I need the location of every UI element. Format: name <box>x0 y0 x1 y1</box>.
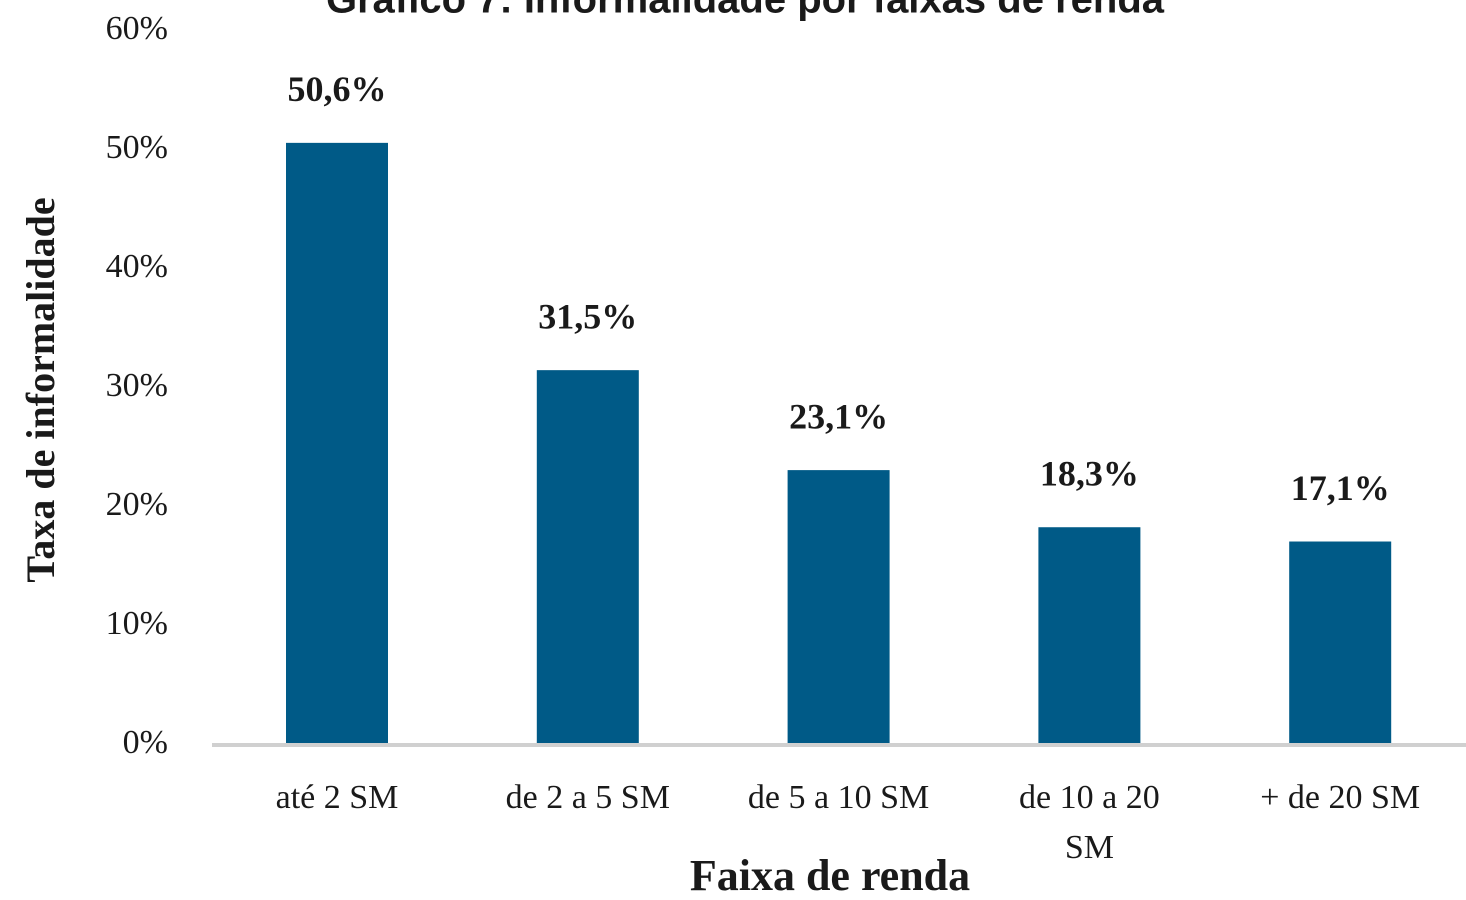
x-tick-label: + de 20 SM <box>1260 779 1420 816</box>
y-tick-label: 40% <box>106 248 168 285</box>
value-label: 23,1% <box>789 396 888 436</box>
bar <box>787 470 890 745</box>
bar <box>536 370 639 745</box>
y-axis-title: Taxa de informalidade <box>18 197 63 582</box>
y-tick-label: 0% <box>123 724 168 761</box>
value-label: 18,3% <box>1040 453 1139 493</box>
value-label: 31,5% <box>538 296 637 336</box>
value-label: 50,6% <box>288 69 387 109</box>
value-label: 17,1% <box>1291 468 1390 508</box>
y-tick-label: 30% <box>106 367 168 404</box>
y-tick-label: 20% <box>106 486 168 523</box>
x-tick-label: até 2 SM <box>276 779 399 816</box>
x-tick-label: de 5 a 10 SM <box>748 779 929 816</box>
chart-title: Gráfico 7: Informalidade por faixas de r… <box>326 0 1165 22</box>
y-tick-label: 60% <box>106 10 168 47</box>
x-tick-label: de 2 a 5 SM <box>506 779 670 816</box>
y-tick-label: 10% <box>106 605 168 642</box>
bar <box>286 142 388 746</box>
y-tick-label: 50% <box>106 129 168 166</box>
bar <box>1289 541 1392 745</box>
bar <box>1038 527 1141 745</box>
x-tick-label: de 10 a 20 SM <box>1019 779 1160 866</box>
x-axis-title: Faixa de renda <box>690 851 970 900</box>
